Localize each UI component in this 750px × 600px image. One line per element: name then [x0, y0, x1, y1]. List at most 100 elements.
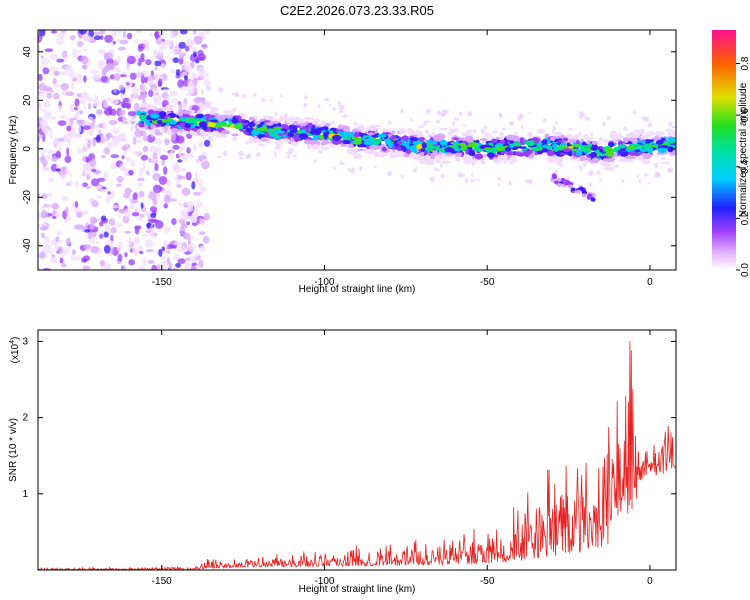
spectrogram-cell: [161, 159, 165, 167]
spectrogram-cell: [282, 139, 287, 143]
spectrogram-cell: [198, 121, 208, 128]
spectrogram-cell: [154, 66, 158, 71]
spectrogram-cell: [242, 93, 247, 99]
spectrogram-cell: [268, 130, 273, 137]
spectrogram-cell: [522, 150, 531, 157]
spectrogram-cell: [115, 38, 121, 43]
spectrogram-cell: [82, 125, 91, 130]
spectrogram-cell: [177, 159, 183, 163]
spectrogram-cell: [261, 98, 266, 103]
spectrogram-cell: [75, 180, 79, 189]
spectrogram-cell: [551, 129, 554, 134]
spectrogram-cell: [394, 150, 405, 155]
spectrogram-cell: [157, 78, 163, 88]
spectrogram-cell: [41, 193, 48, 200]
spectrogram-cell: [234, 94, 240, 97]
spectrogram-cell: [164, 125, 169, 129]
spectrogram-cell: [65, 167, 70, 175]
spectrogram-cell: [117, 213, 121, 218]
spectrogram-cell: [198, 231, 206, 236]
spectrogram-cell: [559, 156, 563, 162]
spectrogram-cell: [206, 127, 212, 132]
spectrogram-cell: [667, 136, 676, 142]
spectrogram-cell: [471, 172, 474, 177]
spectrogram-cell: [640, 134, 649, 140]
spectrogram-cell: [363, 140, 373, 146]
spectrogram-cell: [106, 142, 113, 150]
spectrogram-cell: [138, 250, 144, 255]
spectrogram-cell: [59, 249, 66, 258]
y-tick-label: 3: [22, 336, 28, 347]
spectrogram-cell: [216, 115, 226, 122]
spectrogram-cell: [554, 121, 558, 125]
colorbar-tick-label: 0.0: [740, 263, 750, 277]
spectrogram-cell: [178, 202, 183, 207]
spectrogram-cell: [89, 216, 97, 225]
spectrogram-cell: [561, 145, 568, 149]
spectrogram-cell: [77, 125, 82, 133]
spectrogram-cell: [189, 129, 195, 136]
spectrogram-cell: [40, 108, 47, 113]
spectrogram-cell: [97, 177, 106, 182]
spectrogram-cell: [340, 143, 347, 147]
spectrogram-cell: [88, 128, 94, 137]
spectrogram-cell: [87, 139, 91, 149]
spectrogram-cell: [583, 133, 589, 140]
spectrogram-cell: [598, 149, 604, 153]
spectrogram-cell: [64, 206, 69, 215]
spectrogram-cell: [73, 107, 78, 111]
spectrogram-cell: [566, 175, 570, 181]
snr-series-line: [38, 340, 676, 570]
colorbar-ticks: 0.0 0.2 0.4 0.6 0.8: [736, 56, 750, 277]
spectrogram-cell: [329, 130, 334, 135]
spectrogram-cell: [358, 166, 363, 172]
spectrogram-cell: [150, 113, 160, 119]
spectrogram-cell: [83, 75, 87, 83]
spectrogram-cell: [575, 189, 581, 194]
spectrogram-cell: [70, 81, 75, 91]
spectrogram-cell: [40, 147, 46, 156]
spectrogram-cell: [152, 48, 158, 58]
spectrogram-cell: [199, 218, 206, 226]
spectrogram-cell: [174, 241, 183, 247]
spectrogram-cell: [230, 124, 235, 129]
spectrogram-cell: [231, 92, 235, 96]
spectrogram-cell: [198, 104, 205, 108]
spectrogram-cell: [566, 181, 572, 186]
spectrogram-cell: [200, 160, 210, 170]
spectrogram-cell: [340, 125, 350, 130]
spectrogram-cell: [541, 144, 550, 149]
spectrogram-cell: [154, 220, 164, 229]
spectrogram-cell: [53, 137, 59, 147]
spectrogram-cell: [192, 191, 202, 196]
spectrogram-cell: [396, 146, 402, 150]
spectrogram-cell: [290, 140, 298, 147]
spectrogram-cell: [137, 177, 145, 182]
spectrogram-cell: [175, 262, 182, 268]
spectrogram-cell: [664, 141, 670, 145]
spectrogram-cell: [247, 140, 254, 144]
spectrogram-cell: [149, 32, 153, 37]
spectrogram-cell: [82, 163, 91, 169]
spectrogram-cell: [291, 125, 297, 130]
spectrogram-cell: [209, 145, 213, 148]
spectrogram-cell: [114, 222, 123, 228]
spectrogram-cell: [430, 145, 438, 149]
spectrogram-cell: [303, 95, 308, 100]
spectrogram-cell: [166, 179, 172, 187]
x-tick-label: 0: [647, 277, 653, 288]
spectrogram-cell: [52, 93, 60, 100]
spectrogram-cell: [570, 187, 576, 192]
spectrogram-cell: [51, 202, 59, 210]
spectrogram-cell: [181, 187, 191, 196]
spectrogram-cell: [199, 130, 205, 135]
spectrogram-cell: [474, 153, 484, 160]
spectrogram-cell: [83, 105, 87, 110]
spectrogram-cell: [195, 159, 201, 164]
spectrogram-cell: [350, 167, 355, 174]
spectrogram-cell: [202, 79, 212, 87]
spectrogram-cell: [586, 140, 591, 144]
spectrogram-cell: [660, 161, 670, 165]
spectrogram-cell: [410, 117, 413, 122]
